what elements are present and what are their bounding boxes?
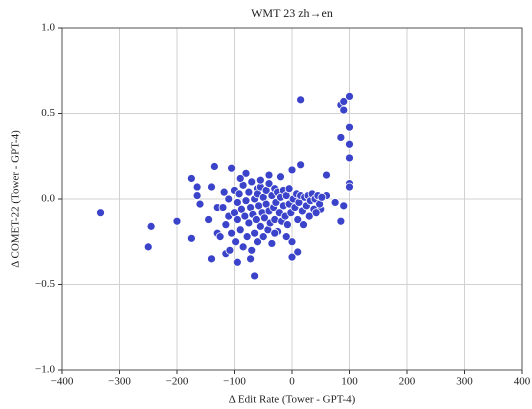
point <box>296 95 306 105</box>
point <box>293 215 303 224</box>
point <box>339 105 349 115</box>
point <box>339 97 349 106</box>
point <box>255 175 265 185</box>
point <box>186 174 196 183</box>
point <box>232 215 242 224</box>
point <box>204 215 214 224</box>
point <box>231 237 241 247</box>
point <box>287 165 297 175</box>
point <box>232 257 242 267</box>
point <box>232 198 242 207</box>
point <box>215 232 225 242</box>
point <box>224 194 234 204</box>
point <box>304 211 314 221</box>
point <box>276 172 285 182</box>
point <box>225 245 235 255</box>
point <box>317 192 327 202</box>
point <box>221 220 231 230</box>
point <box>247 245 257 255</box>
point <box>96 208 105 218</box>
point <box>244 218 254 228</box>
point <box>270 228 280 238</box>
x-tick-label: 100 <box>341 376 358 388</box>
x-tick-label: −300 <box>108 376 131 388</box>
point <box>238 242 248 252</box>
point <box>336 216 346 226</box>
chart-title: WMT 23 zh→en <box>251 6 333 20</box>
point <box>209 162 219 171</box>
point <box>264 179 274 189</box>
point <box>219 187 229 197</box>
point <box>235 225 245 235</box>
point <box>322 170 331 180</box>
point <box>339 201 349 211</box>
point <box>250 271 260 281</box>
point <box>143 242 153 252</box>
point <box>192 191 202 200</box>
point <box>293 247 303 257</box>
point <box>246 254 256 264</box>
x-tick-label: −400 <box>51 376 74 388</box>
point <box>244 187 254 197</box>
point <box>227 163 237 173</box>
point <box>287 237 297 247</box>
point <box>192 182 202 192</box>
y-axis-label: Δ COMET-22 (Tower - GPT-4) <box>10 130 22 268</box>
x-tick-label: −100 <box>223 376 246 388</box>
point <box>218 203 228 212</box>
point <box>241 196 251 206</box>
x-axis-label: Δ Edit Rate (Tower - GPT-4) <box>229 394 356 406</box>
point <box>345 182 354 192</box>
point <box>255 221 265 231</box>
point <box>227 228 237 238</box>
point <box>172 216 182 226</box>
x-tick-label: 300 <box>456 376 473 388</box>
x-tick-label: −200 <box>166 376 189 388</box>
point <box>345 122 354 132</box>
point <box>146 221 156 231</box>
point <box>235 174 245 183</box>
point <box>258 232 268 242</box>
point <box>247 177 257 187</box>
point <box>282 220 292 230</box>
point <box>253 237 262 247</box>
x-tick-label: 200 <box>399 376 416 388</box>
y-tick-label: 1.0 <box>41 22 55 34</box>
point <box>207 254 216 264</box>
point <box>345 153 354 163</box>
y-tick-label: 0.0 <box>41 193 55 205</box>
point <box>241 168 251 178</box>
point <box>330 198 340 207</box>
point <box>287 252 297 262</box>
point <box>236 204 246 214</box>
point <box>207 182 216 192</box>
point <box>250 228 260 238</box>
point <box>259 213 269 223</box>
x-tick-label: 0 <box>289 376 295 388</box>
point <box>299 220 308 230</box>
point <box>242 232 252 242</box>
y-tick-label: 0.5 <box>41 107 55 119</box>
point <box>296 160 306 170</box>
plot-frame <box>61 27 523 371</box>
point <box>336 133 346 142</box>
point <box>267 239 277 248</box>
x-tick-label: 400 <box>514 376 531 388</box>
point <box>345 139 354 149</box>
point <box>195 199 205 209</box>
y-tick-label: −1.0 <box>35 364 55 376</box>
point <box>284 184 294 194</box>
point <box>264 170 274 180</box>
point <box>186 233 196 243</box>
point <box>281 232 291 242</box>
y-tick-label: −0.5 <box>35 278 55 290</box>
point <box>345 92 354 101</box>
point <box>311 208 321 218</box>
point <box>234 189 244 199</box>
